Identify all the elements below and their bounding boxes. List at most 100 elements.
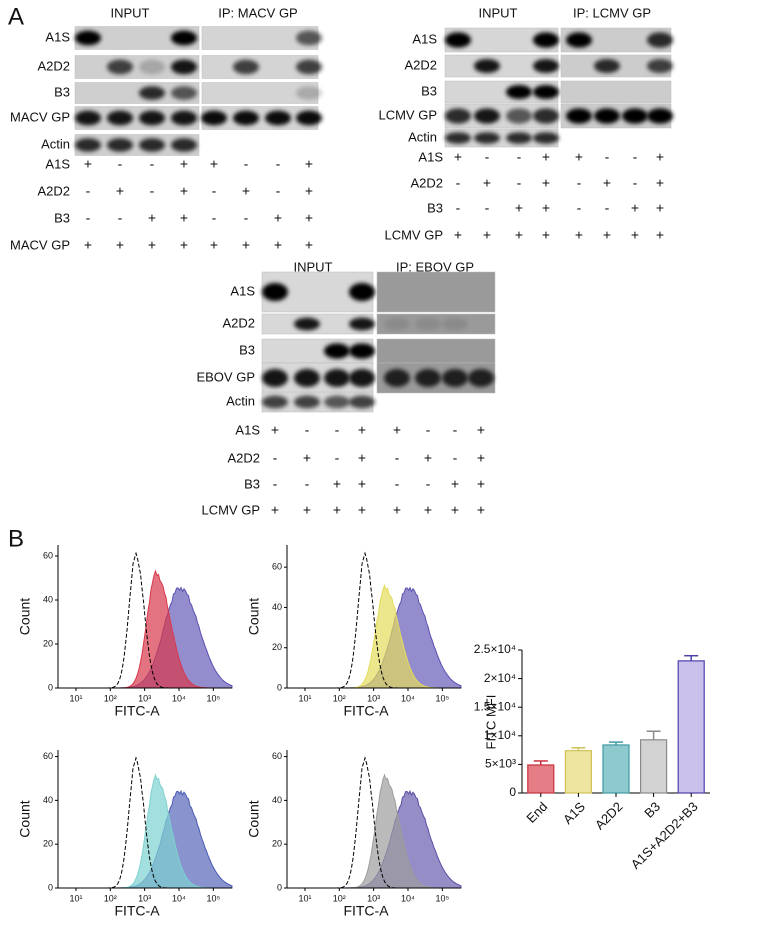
blot-band: [324, 369, 350, 387]
condition-sign: +: [333, 502, 341, 518]
condition-sign: +: [454, 227, 462, 243]
blot-band: [107, 138, 133, 152]
condition-sign: +: [274, 237, 282, 253]
y-tick-label: 0: [277, 682, 282, 692]
condition-sign: -: [605, 149, 610, 165]
y-tick-label: 60: [272, 562, 282, 572]
blot-band: [294, 369, 320, 387]
blot-band: [75, 110, 101, 126]
y-axis-label: Count: [246, 800, 262, 837]
blot-row-label: A2D2: [404, 57, 437, 72]
condition-sign: +: [333, 476, 341, 492]
condition-sign: -: [395, 476, 400, 492]
condition-sign: +: [656, 175, 664, 191]
x-tick-label: 10⁵: [206, 893, 220, 903]
condition-sign: +: [305, 210, 313, 226]
bar: [564, 750, 593, 794]
condition-sign: +: [148, 237, 156, 253]
blot-band: [296, 30, 322, 46]
condition-sign: -: [150, 156, 155, 172]
x-tick-label: 10⁴: [172, 693, 186, 703]
condition-sign: +: [242, 183, 250, 199]
condition-sign: +: [477, 422, 485, 438]
blot-header: IP: EBOV GP: [396, 259, 474, 274]
y-tick-label: 20: [43, 839, 53, 849]
blot-band: [233, 110, 259, 126]
condition-sign: +: [242, 237, 250, 253]
condition-sign: +: [393, 422, 401, 438]
blot-band: [445, 108, 471, 124]
condition-sign: -: [150, 183, 155, 199]
panel-label: B: [8, 525, 24, 552]
condition-sign: -: [276, 183, 281, 199]
condition-sign: +: [603, 175, 611, 191]
condition-sign: +: [305, 183, 313, 199]
x-tick-label: 10⁵: [435, 893, 449, 903]
condition-label: LCMV GP: [384, 227, 443, 242]
x-tick-label: 10¹: [69, 693, 82, 703]
condition-sign: +: [303, 450, 311, 466]
x-tick-label: 10⁵: [435, 693, 449, 703]
blot-band: [384, 369, 410, 387]
blot-header: IP: LCMV GP: [573, 5, 651, 20]
condition-sign: +: [84, 237, 92, 253]
condition-sign: +: [358, 450, 366, 466]
x-tick-label: A1S: [560, 799, 588, 827]
blot-band: [233, 59, 259, 75]
condition-sign: +: [116, 183, 124, 199]
condition-sign: +: [424, 450, 432, 466]
blot-band: [533, 132, 559, 144]
blot-band: [171, 30, 197, 46]
blot-band: [445, 132, 471, 144]
blot-band: [533, 108, 559, 124]
x-tick-label: B3: [641, 799, 663, 821]
blot-band: [171, 110, 197, 126]
blot-band: [171, 138, 197, 152]
panel-label: A: [8, 3, 24, 30]
condition-sign: -: [633, 175, 638, 191]
y-axis-label: Count: [17, 800, 33, 837]
condition-sign: +: [303, 502, 311, 518]
blot-band: [349, 369, 375, 387]
condition-sign: -: [456, 175, 461, 191]
blot-row-label: B3: [239, 342, 255, 357]
condition-sign: +: [358, 502, 366, 518]
condition-sign: +: [515, 227, 523, 243]
blot-band: [262, 395, 288, 409]
x-tick-label: 10⁴: [401, 693, 415, 703]
condition-sign: -: [485, 200, 490, 216]
condition-sign: +: [305, 237, 313, 253]
condition-label: A2D2: [410, 175, 443, 190]
blot-band: [201, 110, 227, 126]
condition-sign: -: [453, 450, 458, 466]
blot-band: [622, 108, 648, 124]
blot-strip: [376, 271, 496, 313]
x-tick-label: 10²: [333, 693, 346, 703]
y-tick-label: 0: [48, 882, 53, 892]
condition-sign: -: [244, 156, 249, 172]
y-tick-label: 60: [43, 751, 53, 761]
blot-band: [445, 32, 471, 48]
condition-sign: -: [305, 422, 310, 438]
blot-band: [566, 32, 592, 48]
condition-sign: +: [84, 156, 92, 172]
condition-sign: +: [575, 149, 583, 165]
blot-band: [566, 108, 592, 124]
y-tick-label: 2×10⁴: [484, 671, 516, 685]
blot-band: [442, 369, 468, 387]
condition-sign: +: [483, 175, 491, 191]
condition-sign: +: [274, 210, 282, 226]
blot-band: [349, 283, 375, 301]
condition-sign: +: [542, 200, 550, 216]
blot-band: [506, 108, 532, 124]
blot-band: [533, 84, 559, 100]
condition-sign: -: [517, 149, 522, 165]
condition-sign: +: [148, 210, 156, 226]
x-tick-label: End: [523, 799, 550, 826]
blot-band: [296, 110, 322, 126]
condition-sign: +: [180, 210, 188, 226]
blot-row-label: A1S: [45, 29, 70, 44]
blot-band: [296, 86, 322, 100]
blot-band: [324, 343, 350, 359]
